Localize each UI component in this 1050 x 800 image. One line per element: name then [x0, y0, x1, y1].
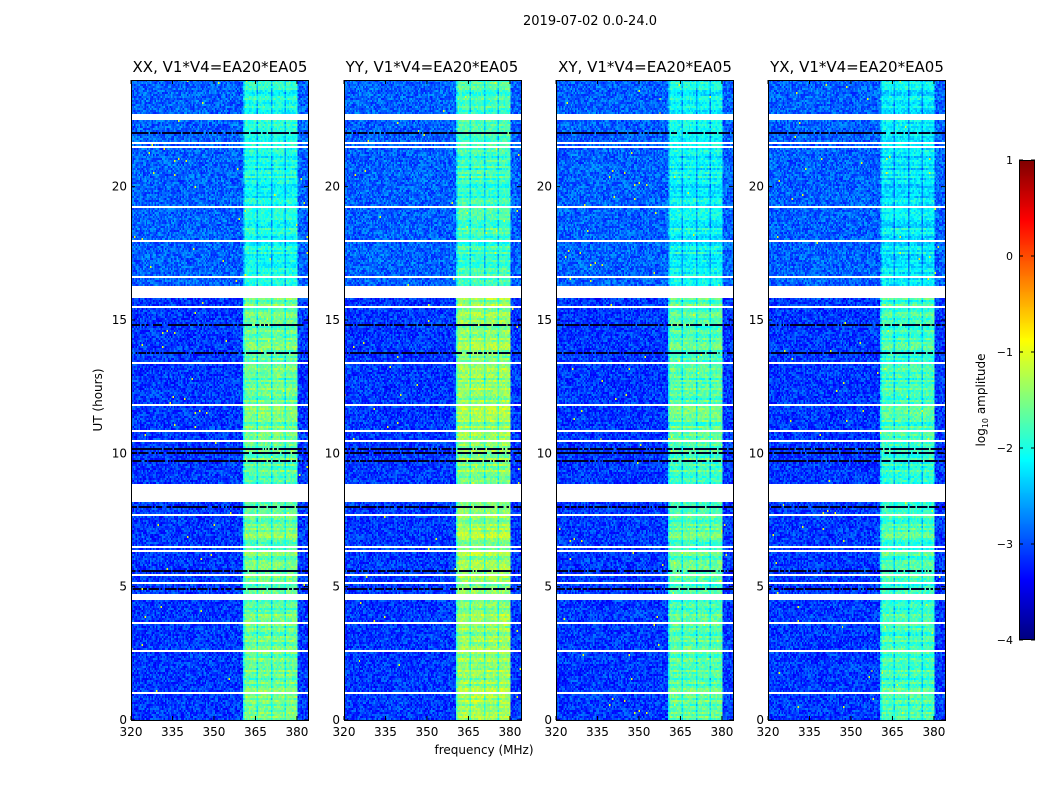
- y-tick-label: 5: [332, 580, 340, 594]
- colorbar-tick-label: 0: [1006, 250, 1013, 263]
- panel-title-yy: YY, V1*V4=EA20*EA05: [345, 58, 519, 76]
- x-tick-label: 335: [586, 725, 609, 739]
- y-tick-label: 20: [112, 180, 127, 194]
- y-tick-label: 0: [119, 713, 127, 727]
- y-tick-label: 0: [756, 713, 764, 727]
- y-tick-label: 15: [749, 313, 764, 327]
- x-tick-label: 380: [922, 725, 945, 739]
- x-tick-label: 350: [628, 725, 651, 739]
- x-tick-label: 365: [244, 725, 267, 739]
- colorbar-tick-label: −3: [997, 538, 1013, 551]
- colorbar-tick-label: −1: [997, 346, 1013, 359]
- y-tick-label: 0: [332, 713, 340, 727]
- y-tick-label: 15: [537, 313, 552, 327]
- colorbar-label: log10 amplitude: [974, 354, 990, 447]
- panel-frame: [131, 80, 309, 721]
- colorbar-tick-label: −2: [997, 442, 1013, 455]
- y-tick-label: 5: [756, 580, 764, 594]
- x-tick-label: 380: [710, 725, 733, 739]
- panel-title-yx: YX, V1*V4=EA20*EA05: [770, 58, 944, 76]
- y-tick-label: 5: [544, 580, 552, 594]
- y-tick-label: 10: [325, 446, 340, 460]
- x-tick-label: 320: [333, 725, 356, 739]
- colorbar-frame: [1019, 160, 1035, 640]
- heatmap-xy: [556, 80, 733, 720]
- heatmap-xx: [131, 80, 308, 720]
- y-tick-label: 15: [325, 313, 340, 327]
- colorbar: [1019, 160, 1035, 640]
- y-tick-label: 10: [537, 446, 552, 460]
- y-tick-label: 20: [537, 180, 552, 194]
- heatmap-yx: [768, 80, 945, 720]
- y-tick-label: 20: [325, 180, 340, 194]
- x-tick-label: 320: [545, 725, 568, 739]
- colorbar-tick-label: 1: [1006, 154, 1013, 167]
- x-tick-label: 365: [881, 725, 904, 739]
- panel-frame: [344, 80, 522, 721]
- x-tick-label: 380: [498, 725, 521, 739]
- x-tick-label: 320: [757, 725, 780, 739]
- y-tick-label: 10: [112, 446, 127, 460]
- colorbar-label-main: log: [973, 428, 988, 447]
- colorbar-label-sub: 10: [981, 417, 991, 429]
- panel-frame: [768, 80, 946, 721]
- x-tick-label: 350: [416, 725, 439, 739]
- x-tick-label: 365: [457, 725, 480, 739]
- heatmap-yy: [344, 80, 521, 720]
- y-tick-label: 15: [112, 313, 127, 327]
- x-tick-label: 350: [203, 725, 226, 739]
- x-tick-label: 335: [161, 725, 184, 739]
- panel-frame: [556, 80, 734, 721]
- colorbar-label-rest: amplitude: [973, 353, 988, 418]
- y-tick-label: 10: [749, 446, 764, 460]
- y-axis-label: UT (hours): [91, 368, 105, 432]
- y-tick-label: 0: [544, 713, 552, 727]
- x-tick-label: 365: [669, 725, 692, 739]
- x-tick-label: 320: [120, 725, 143, 739]
- x-axis-label: frequency (MHz): [434, 743, 534, 757]
- y-tick-label: 20: [749, 180, 764, 194]
- figure-title: 2019-07-02 0.0-24.0: [523, 14, 657, 29]
- x-tick-label: 335: [374, 725, 397, 739]
- colorbar-tick-label: −4: [997, 634, 1013, 647]
- panel-title-xy: XY, V1*V4=EA20*EA05: [558, 58, 732, 76]
- x-tick-label: 350: [840, 725, 863, 739]
- panel-title-xx: XX, V1*V4=EA20*EA05: [132, 58, 308, 76]
- y-tick-label: 5: [119, 580, 127, 594]
- x-tick-label: 380: [285, 725, 308, 739]
- x-tick-label: 335: [798, 725, 821, 739]
